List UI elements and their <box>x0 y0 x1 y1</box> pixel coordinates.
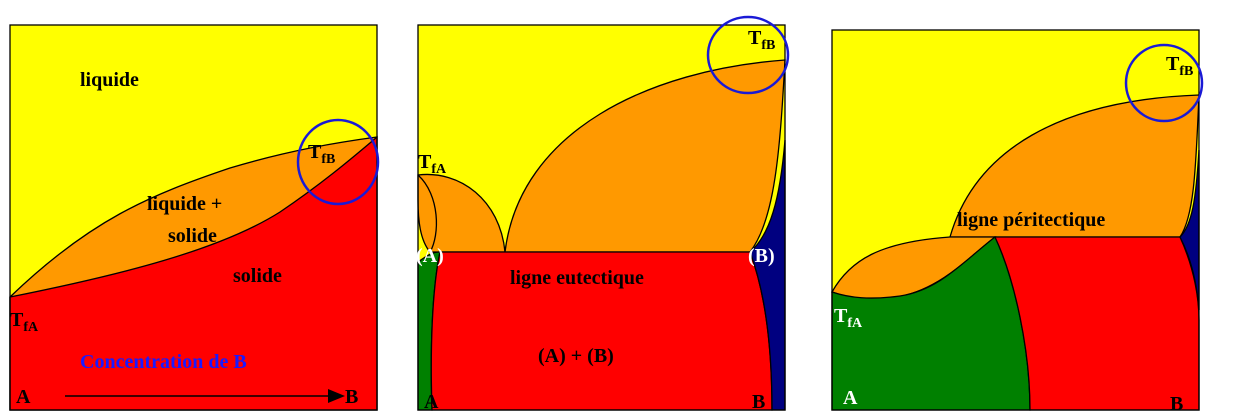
label: TfB <box>748 27 775 53</box>
label: B <box>752 391 765 413</box>
label: fB <box>761 38 775 53</box>
label: (B) <box>748 245 775 267</box>
label: T <box>834 305 848 327</box>
frame <box>9 24 378 411</box>
solid-b-region <box>1179 149 1200 311</box>
label: T <box>10 309 24 331</box>
label: A <box>843 387 858 409</box>
label: fB <box>321 152 335 167</box>
label: fB <box>1179 64 1193 79</box>
frame <box>831 29 1200 411</box>
panel-1: liquide TfB liquide + solide solide TfA … <box>9 24 380 411</box>
frame <box>417 24 786 411</box>
label: TfB <box>1166 53 1193 79</box>
label: T <box>308 141 322 163</box>
highlight-circle <box>706 15 790 95</box>
label: ligne péritectique <box>957 209 1105 231</box>
label: TfA <box>834 305 863 331</box>
liquid-b-region <box>504 59 786 253</box>
curve <box>417 174 438 253</box>
label: TfB <box>308 141 335 167</box>
solid-b-region <box>749 139 786 411</box>
label: B <box>1170 393 1183 414</box>
label: solide <box>168 225 217 247</box>
label: liquide <box>80 69 139 91</box>
arrow-head <box>328 389 345 403</box>
label: (A) <box>416 245 444 267</box>
label: fA <box>23 320 39 335</box>
panel-3: TfB ligne péritectique TfA A B <box>831 29 1204 414</box>
panel-2: TfA TfB (A) (B) ligne eutectique (A) + (… <box>416 15 790 413</box>
label: liquide + <box>147 193 222 215</box>
label: ligne eutectique <box>510 267 644 289</box>
highlight-circle <box>1124 43 1204 123</box>
label: Concentration de B <box>80 351 247 373</box>
label: fA <box>847 316 863 331</box>
label: TfA <box>418 151 447 177</box>
label: (A) + (B) <box>538 345 614 367</box>
label: T <box>1166 53 1180 75</box>
label: T <box>418 151 432 173</box>
liquid-a-region <box>417 173 506 253</box>
label: fA <box>431 162 447 177</box>
label: TfA <box>10 309 39 335</box>
label: A <box>16 386 31 408</box>
highlight-circle <box>296 118 380 206</box>
label: A <box>424 391 439 413</box>
label: solide <box>233 265 282 287</box>
label: T <box>748 27 762 49</box>
liquid-b-region <box>949 94 1200 238</box>
solid-region <box>9 135 378 411</box>
label: B <box>345 386 358 408</box>
